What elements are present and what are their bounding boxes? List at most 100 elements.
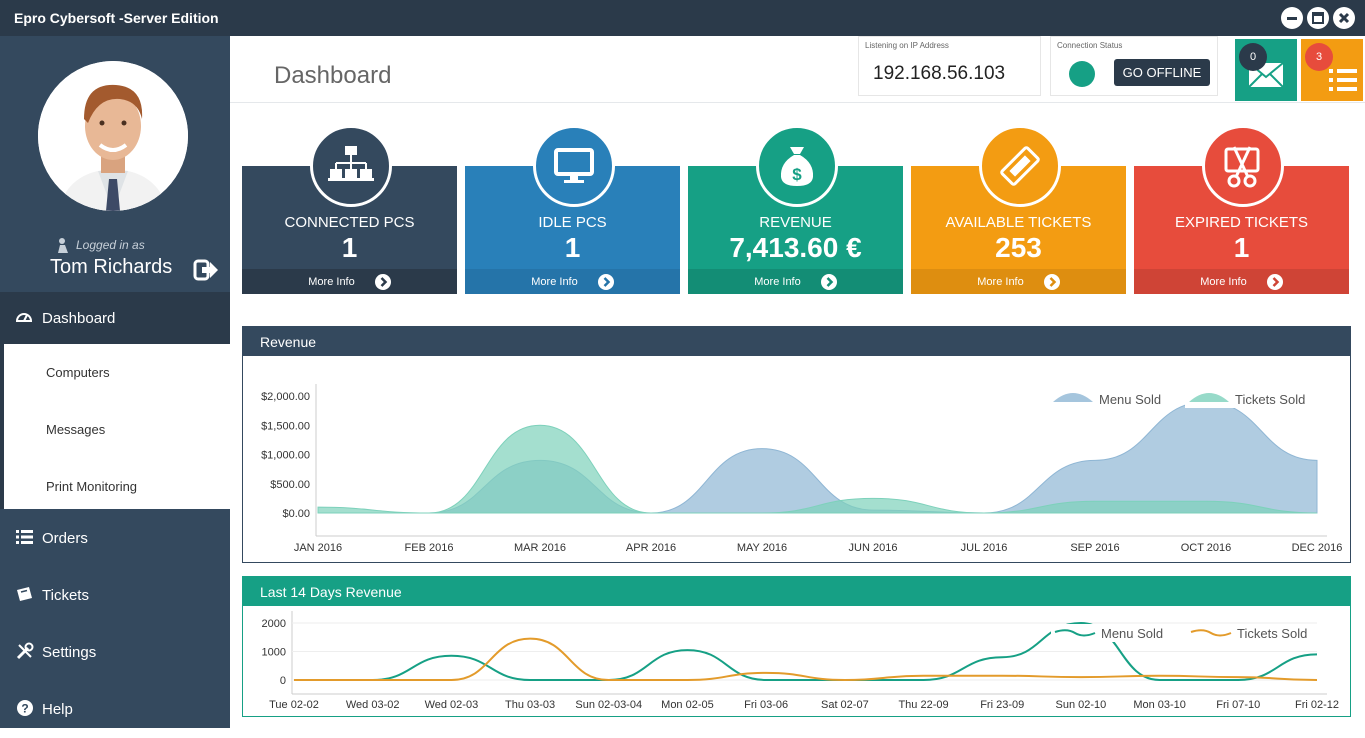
arrow-right-icon (820, 273, 837, 290)
sidebar-item-settings[interactable]: Settings (0, 624, 230, 681)
messages-count-badge: 0 (1239, 43, 1267, 71)
window-title: Epro Cybersoft -Server Edition (14, 10, 219, 26)
x-tick-label: Wed 03-02 (346, 699, 400, 711)
series-line-tickets-sold (294, 637, 1318, 682)
logout-button[interactable] (193, 258, 219, 287)
arrow-right-icon (374, 273, 391, 290)
card-connected-pcs: CONNECTED PCS 1 More Info (242, 125, 457, 294)
ticket-icon (979, 125, 1061, 207)
y-tick-label: $2,000.00 (261, 391, 310, 403)
more-info-label: More Info (531, 275, 578, 288)
more-info-link[interactable]: More Info (242, 269, 457, 294)
card-label: CONNECTED PCS (284, 214, 415, 231)
arrow-right-icon (1266, 273, 1283, 290)
legend-item: Menu Sold (1049, 390, 1175, 408)
more-info-link[interactable]: More Info (1134, 269, 1349, 294)
x-tick-label: APR 2016 (626, 542, 676, 554)
ticket-icon (16, 586, 34, 606)
revenue-panel: Revenue $0.00 $500.00 $1,000.00 $1,500.00 $2… (242, 326, 1351, 563)
sidebar-item-computers[interactable]: Computers (46, 365, 110, 380)
last-14-days-panel-title: Last 14 Days Revenue (243, 577, 1350, 606)
legend-swatch (1189, 393, 1229, 402)
x-tick-label: Sun 02-10 (1056, 699, 1107, 711)
monitor-icon (533, 125, 615, 207)
more-info-label: More Info (977, 275, 1024, 288)
card-label: REVENUE (759, 214, 832, 231)
x-tick-label: Fri 23-09 (980, 699, 1024, 711)
minimize-button[interactable] (1281, 7, 1303, 29)
maximize-button[interactable] (1307, 7, 1329, 29)
x-tick-label: Fri 07-10 (1216, 699, 1260, 711)
avatar (38, 61, 188, 211)
window-titlebar: Epro Cybersoft -Server Edition (0, 0, 1365, 36)
legend-swatch (1054, 629, 1096, 637)
close-button[interactable] (1333, 7, 1355, 29)
x-tick-label: Mon 02-05 (661, 699, 714, 711)
task-list-icon (1329, 69, 1357, 91)
y-tick-label: 2000 (262, 618, 286, 630)
more-info-label: More Info (308, 275, 355, 288)
legend-swatch (1190, 629, 1232, 637)
y-tick-label: $1,000.00 (261, 450, 310, 462)
card-expired-tickets: EXPIRED TICKETS 1 More Info (1134, 125, 1349, 294)
maximize-icon (1312, 12, 1324, 24)
notifications-tile[interactable]: 3 (1301, 39, 1363, 101)
card-revenue: $ REVENUE 7,413.60 € More Info (688, 125, 903, 294)
legend-item: Menu Sold (1051, 624, 1177, 642)
x-tick-label: FEB 2016 (405, 542, 454, 554)
legend-label: Menu Sold (1101, 626, 1163, 641)
card-value: 1 (1233, 232, 1250, 263)
scissors-icon (1202, 125, 1284, 207)
card-label: AVAILABLE TICKETS (945, 214, 1092, 231)
x-tick-label: JUN 2016 (849, 542, 898, 554)
card-value: 1 (564, 232, 581, 263)
money-bag-icon: $ (756, 125, 838, 207)
x-tick-label: DEC 2016 (1292, 542, 1343, 554)
sidebar-item-messages[interactable]: Messages (46, 422, 106, 437)
more-info-link[interactable]: More Info (688, 269, 903, 294)
profile-section: Logged in as Tom Richards (0, 36, 230, 292)
sidebar-item-dashboard[interactable]: Dashboard (0, 292, 230, 344)
minimize-icon (1287, 17, 1297, 20)
sidebar-item-tickets[interactable]: Tickets (0, 567, 230, 624)
card-label: IDLE PCS (538, 214, 607, 231)
more-info-link[interactable]: More Info (465, 269, 680, 294)
y-tick-label: 1000 (262, 647, 286, 659)
ip-address-box: Listening on IP Address 192.168.56.103 (858, 36, 1041, 96)
legend-background (1187, 624, 1313, 642)
x-tick-label: Fri 02-12 (1295, 699, 1339, 711)
notifications-count-badge: 3 (1305, 43, 1333, 71)
sidebar-item-help[interactable]: ? Help (0, 681, 230, 738)
go-offline-button[interactable]: GO OFFLINE (1114, 59, 1210, 86)
x-tick-label: Thu 22-09 (898, 699, 948, 711)
more-info-link[interactable]: More Info (911, 269, 1126, 294)
sidebar-item-print-monitoring[interactable]: Print Monitoring (46, 479, 138, 494)
more-info-label: More Info (1200, 275, 1247, 288)
page-title: Dashboard (274, 62, 392, 89)
legend-label: Tickets Sold (1237, 626, 1307, 641)
svg-text:?: ? (21, 701, 28, 715)
close-icon (1338, 12, 1350, 24)
list-icon (16, 529, 34, 548)
user-name: Tom Richards (50, 256, 173, 278)
status-label: Connection Status (1057, 41, 1123, 50)
ip-label: Listening on IP Address (865, 41, 949, 50)
card-value: 1 (341, 232, 358, 263)
x-tick-label: MAR 2016 (514, 542, 566, 554)
x-tick-label: JAN 2016 (294, 542, 342, 554)
legend-item: Tickets Sold (1185, 390, 1311, 408)
more-info-label: More Info (754, 275, 801, 288)
x-tick-label: Mon 03-10 (1133, 699, 1186, 711)
legend-label: Menu Sold (1099, 392, 1161, 407)
x-tick-label: Sat 02-07 (821, 699, 869, 711)
sidebar-item-orders[interactable]: Orders (0, 510, 230, 567)
logged-in-label: Logged in as (56, 237, 145, 253)
messages-tile[interactable]: 0 (1235, 39, 1297, 101)
ip-value: 192.168.56.103 (873, 63, 1006, 84)
sidebar: Logged in as Tom Richards Dashboard Comp… (0, 36, 230, 728)
y-tick-label: 0 (280, 675, 286, 687)
network-icon (310, 125, 392, 207)
card-idle-pcs: IDLE PCS 1 More Info (465, 125, 680, 294)
card-value: 7,413.60 € (729, 232, 862, 263)
help-icon: ? (16, 699, 34, 721)
